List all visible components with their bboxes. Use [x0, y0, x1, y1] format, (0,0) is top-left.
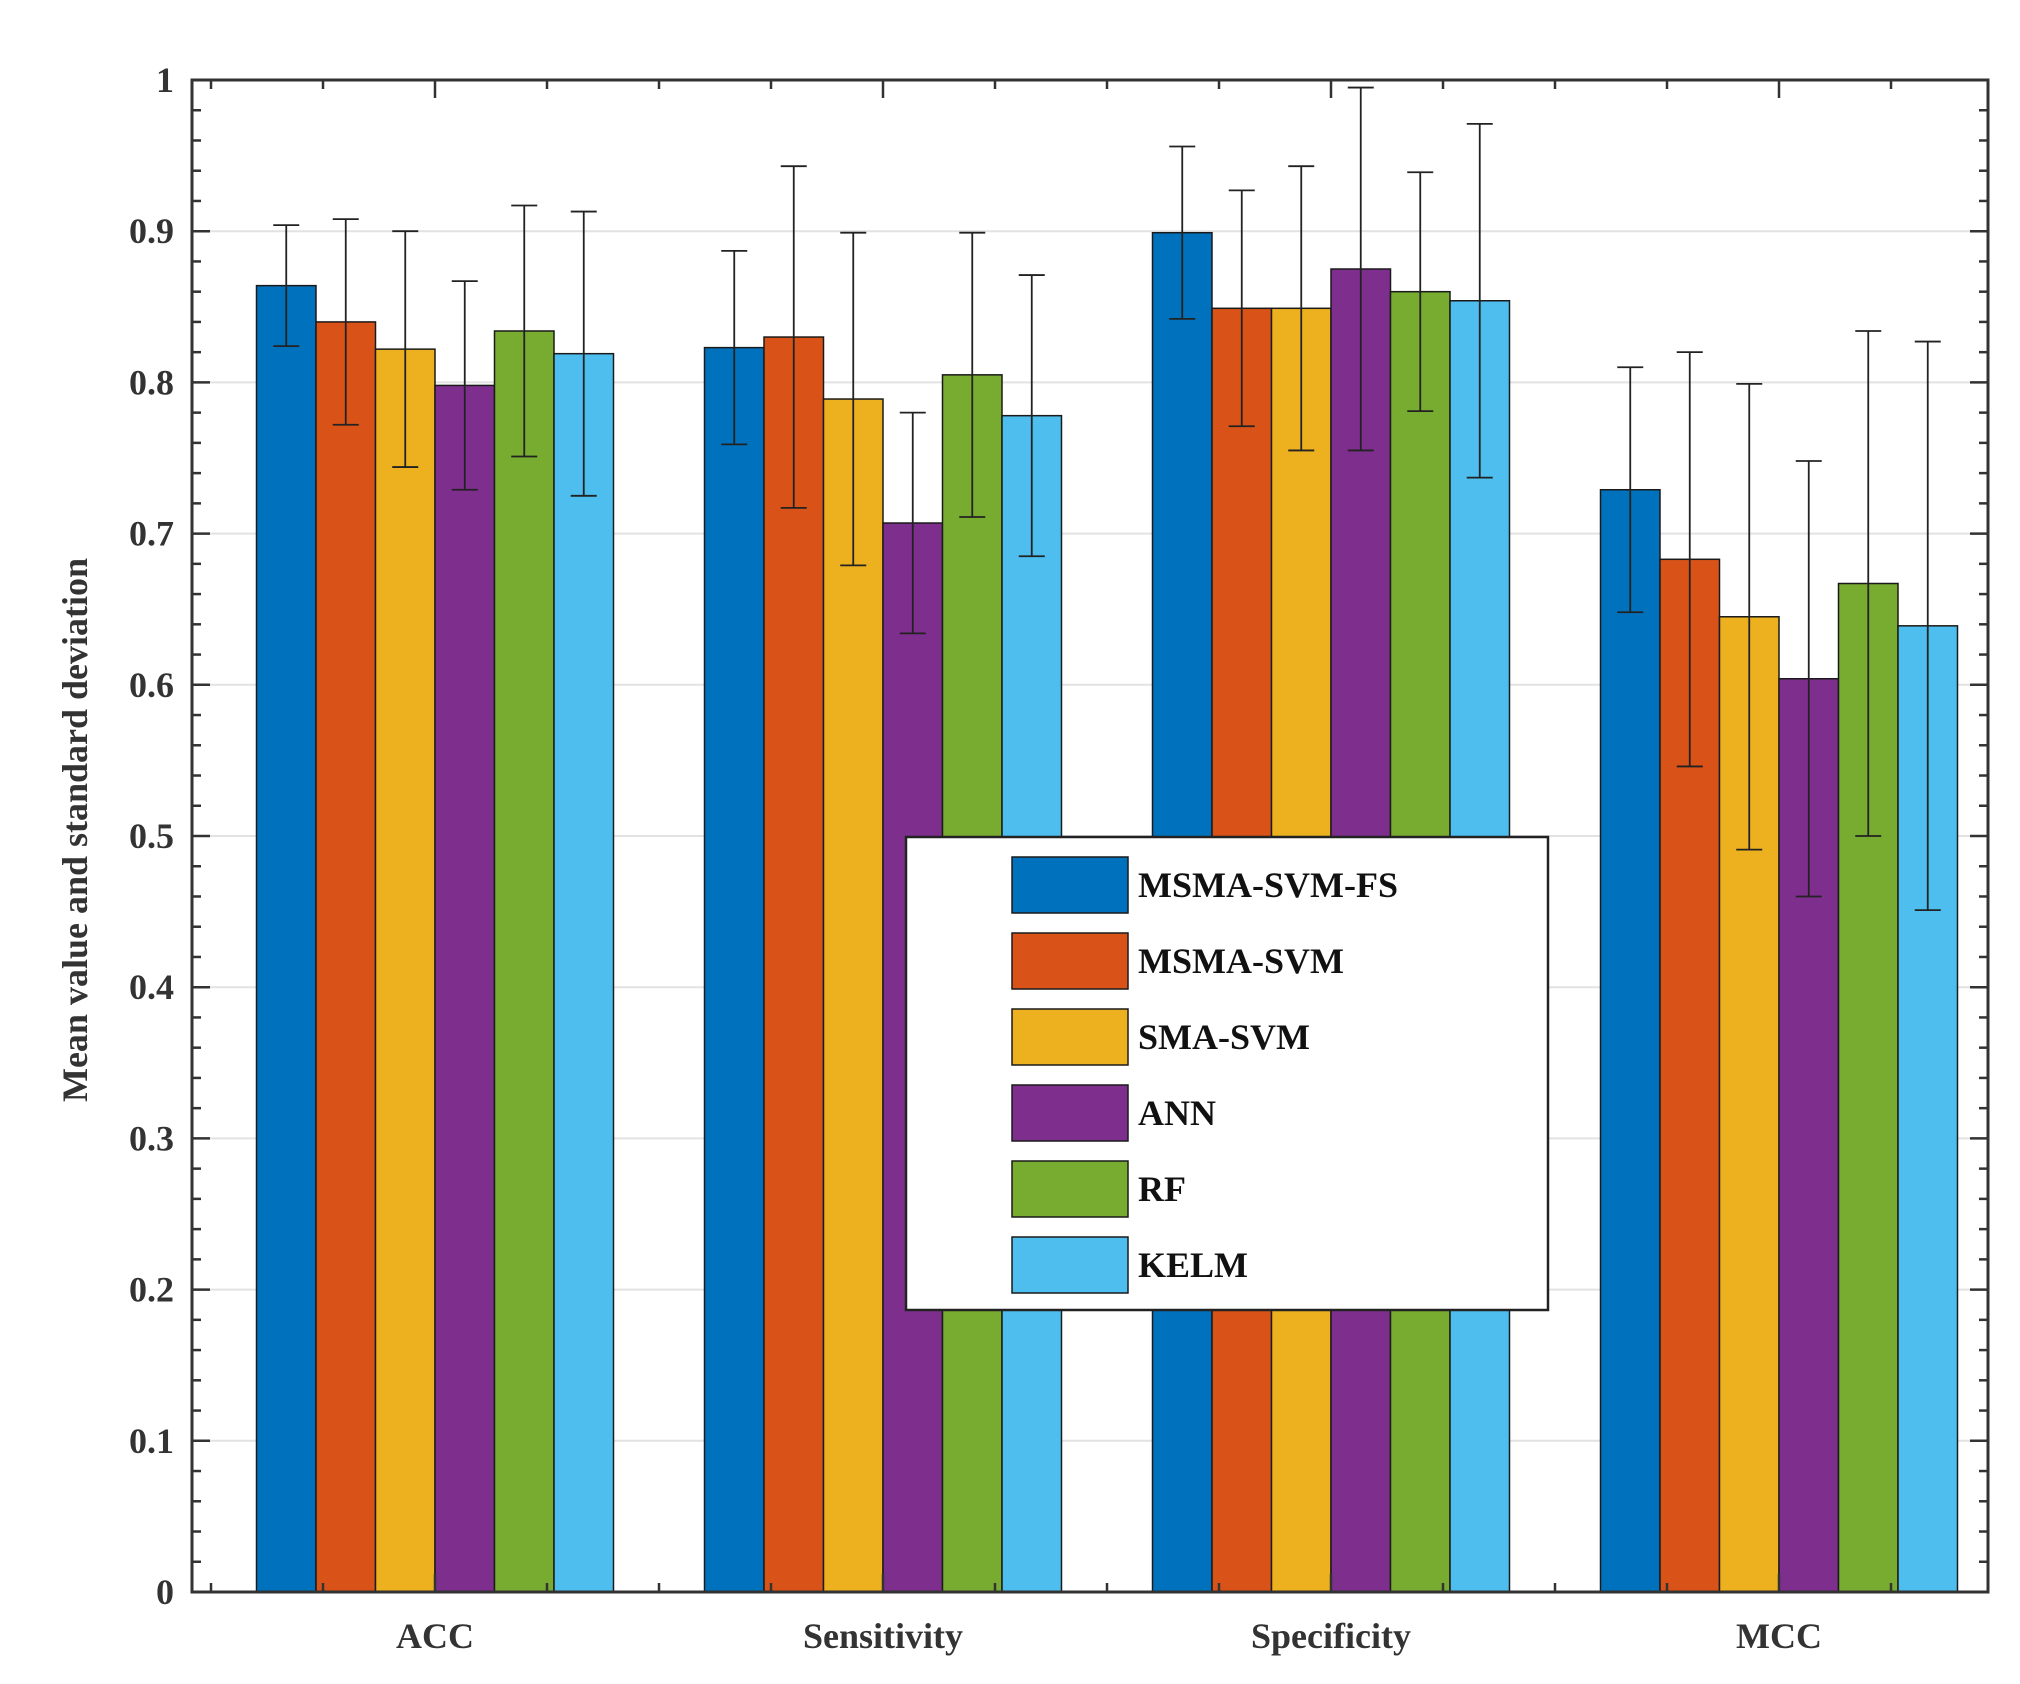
- y-tick-label: 0.5: [129, 816, 174, 856]
- legend-swatch-SMA-SVM: [1011, 1008, 1129, 1066]
- legend-swatch-ANN: [1011, 1084, 1129, 1142]
- error-bars: [273, 86, 1941, 911]
- axes: 0 0.1 0.2 0.3 0.4 0.5 0.6 0.7 0.8 0.9 1 ACC Sensitiv…: [129, 60, 1990, 1656]
- legend-label: RF: [1138, 1169, 1186, 1209]
- bar-SMA-SVM-ACC: [374, 348, 436, 1593]
- bar-MSMA-SVM-ACC: [315, 321, 377, 1593]
- bar-MSMA-SVM-FS-Sensitivity: [703, 346, 765, 1593]
- legend-swatch-MSMA-SVM-FS: [1011, 856, 1129, 914]
- y-tick-label: 0.7: [129, 514, 174, 554]
- x-tick-label: ACC: [396, 1616, 474, 1656]
- legend: MSMA-SVM-FS MSMA-SVM SMA-SVM ANN RF KELM: [904, 835, 1550, 1312]
- y-tick-label: 0: [156, 1572, 174, 1612]
- bar-ANN-ACC: [434, 384, 496, 1593]
- bar-KELM-ACC: [553, 352, 615, 1593]
- x-tick-label: Sensitivity: [803, 1616, 963, 1656]
- y-tick-label: 0.8: [129, 362, 174, 402]
- legend-label: SMA-SVM: [1138, 1017, 1310, 1057]
- bar-SMA-SVM-Sensitivity: [822, 398, 884, 1593]
- y-axis-title: Mean value and standard deviation: [55, 558, 95, 1102]
- legend-box: [904, 835, 1550, 1312]
- bar-RF-ACC: [493, 330, 555, 1593]
- legend-label: ANN: [1138, 1093, 1216, 1133]
- y-tick-label: 0.1: [129, 1421, 174, 1461]
- legend-swatch-MSMA-SVM: [1011, 932, 1129, 990]
- y-tick-label: 0.3: [129, 1118, 174, 1158]
- y-tick-label: 0.6: [129, 665, 174, 705]
- legend-swatch-RF: [1011, 1160, 1129, 1218]
- y-tick-label: 0.2: [129, 1270, 174, 1310]
- y-tick-label: 1: [156, 60, 174, 100]
- legend-label: KELM: [1138, 1245, 1248, 1285]
- bar-MSMA-SVM-FS-MCC: [1599, 489, 1661, 1593]
- bar-MSMA-SVM-Sensitivity: [763, 336, 825, 1593]
- x-tick-label: MCC: [1736, 1616, 1822, 1656]
- y-tick-label: 0.9: [129, 211, 174, 251]
- plot-frame: [190, 78, 1990, 1594]
- x-tick-label: Specificity: [1251, 1616, 1411, 1656]
- legend-label: MSMA-SVM-FS: [1138, 865, 1398, 905]
- legend-label: MSMA-SVM: [1138, 941, 1344, 981]
- bar-MSMA-SVM-FS-ACC: [255, 284, 317, 1593]
- legend-swatch-KELM: [1011, 1236, 1129, 1294]
- y-tick-label: 0.4: [129, 967, 174, 1007]
